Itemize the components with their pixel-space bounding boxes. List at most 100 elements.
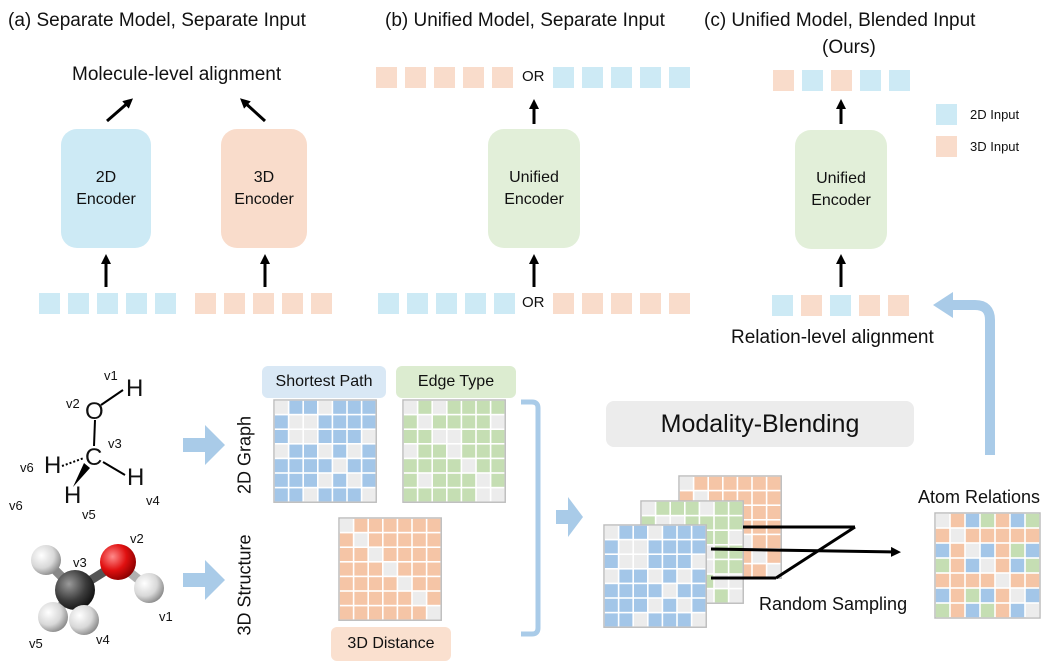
stack-blue-matrix-cell [619,613,633,627]
stack-blue-matrix-cell [648,525,662,539]
shortest-path-matrix-cell [362,400,376,414]
mol2d-v3: v3 [108,436,122,451]
shortest-path-matrix-cell [289,473,303,487]
distance-3d-matrix-cell [427,548,441,561]
shortest-path-matrix-cell [318,430,332,443]
molecule-alignment-label: Molecule-level alignment [72,64,282,85]
stack-green-matrix-cell [656,501,670,515]
distance-3d-matrix-cell [369,518,382,532]
stack-green-matrix-cell [729,501,743,515]
relation-alignment-label: Relation-level alignment [731,327,934,348]
mol2d-wedge-bond [73,463,90,487]
stack-orange-matrix-cell [752,476,766,490]
unified-encoder-c: Unified Encoder [795,130,887,249]
mol2d-atom-h6: H [44,452,62,479]
edge-type-matrix-cell [447,400,461,414]
atom-relations-matrix-cell [1010,588,1025,603]
distance-3d-matrix-cell [354,562,368,576]
edge-type-matrix-cell [447,473,461,487]
stack-blue-matrix-cell [677,525,691,539]
output-token-3d [463,67,484,88]
arrow-2d-to-alignment [106,98,134,123]
distance-3d-matrix-cell [354,577,368,591]
mol3d-v1: v1 [159,609,173,624]
edge-type-matrix-cell [403,459,417,473]
mol3d-model [31,544,164,635]
shortest-path-matrix-cell [333,459,347,473]
distance-3d-matrix-cell [412,591,426,605]
stack-blue-matrix-cell [604,525,618,539]
mol2d-atom-c: C [85,444,103,471]
input-token-3d [582,293,603,314]
distance-3d-matrix-cell [339,591,353,605]
stack-orange-matrix-cell [752,549,766,563]
bracket [521,399,541,637]
atom-relations-matrix-cell [980,513,995,528]
distance-3d-matrix-cell [369,562,382,576]
shortest-path-matrix-cell [274,430,288,443]
stack-green-matrix-cell [714,589,728,603]
atom-relations-matrix-cell [995,588,1010,603]
edge-type-matrix-cell [491,400,505,414]
atom-relations-matrix-cell [950,528,965,543]
stack-blue-matrix-cell [619,584,633,598]
atom-relations-matrix-cell [950,588,965,603]
atom-relations-matrix-cell [995,513,1010,528]
shortest-path-matrix-cell [318,473,332,487]
input-token-3d [553,293,574,314]
distance-3d-matrix-cell [398,606,412,620]
shortest-path-matrix-cell [362,488,376,502]
stack-blue-matrix-cell [677,555,691,568]
atom-relations-matrix-cell [1025,513,1040,528]
stack-blue-matrix-cell [634,569,647,583]
edge-type-matrix-cell [462,444,476,458]
stack-orange-matrix-cell [767,535,781,549]
mol2d-v4: v4 [146,493,160,508]
distance-3d-matrix-cell [412,577,426,591]
input-token-2d [39,293,60,314]
input-token-3d [640,293,661,314]
shortest-path-matrix-cell [333,473,347,487]
edge-type-matrix-cell [491,473,505,487]
stack-blue-matrix-cell [692,569,706,583]
panel-c-subtitle: (Ours) [822,37,876,58]
shortest-path-matrix-cell [347,488,361,502]
shortest-path-matrix-cell [318,488,332,502]
stack-orange-matrix-cell [752,564,766,578]
atom-relations-matrix-cell [1010,543,1025,558]
mol2d-v1: v1 [104,368,118,383]
stack-orange-matrix-cell [767,564,781,578]
blended-input-token [830,295,851,316]
mol3d-v3: v3 [73,555,87,570]
atom-relations-matrix-cell [1025,573,1040,588]
atom-relations-matrix-cell [1025,603,1040,618]
edge-type-matrix-cell [418,444,432,458]
output-token-3d [492,67,513,88]
edge-type-label: Edge Type [417,373,495,390]
mol2d-v6a: v6 [20,460,34,475]
edge-type-matrix-cell [433,444,446,458]
encoder-2d-label-line1: 2D [95,168,117,186]
input-token-2d [465,293,486,314]
encoder-3d: 3D Encoder [221,129,307,248]
edge-type-matrix-cell [462,473,476,487]
distance-3d-matrix-cell [339,577,353,591]
edge-type-pill: Edge Type [396,366,516,398]
shortest-path-matrix-cell [304,415,317,429]
output-token-2d [640,67,661,88]
shortest-path-matrix-cell [318,400,332,414]
atom-relations-matrix-cell [935,513,950,528]
shortest-path-matrix-cell [347,400,361,414]
legend-3d-swatch [936,136,957,157]
atom-relations-matrix-cell [995,603,1010,618]
distance-3d-matrix-cell [412,606,426,620]
distance-3d-matrix-cell [339,533,353,547]
shortest-path-matrix-cell [274,444,288,458]
shortest-path-matrix-cell [304,459,317,473]
mol2d-v2: v2 [66,396,80,411]
input-token-2d [68,293,89,314]
distance-3d-matrix-cell [383,562,397,576]
atom-relations-matrix-cell [995,573,1010,588]
unified-encoder-c-line2: Encoder [811,191,871,209]
mol2d-v6b: v6 [9,498,23,513]
